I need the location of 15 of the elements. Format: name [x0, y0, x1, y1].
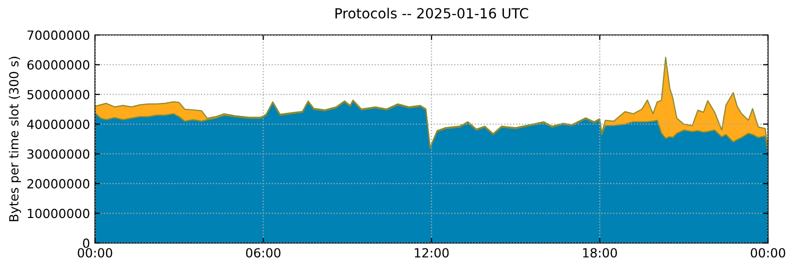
x-tick-label: 12:00 [414, 248, 449, 258]
y-tick-label: 30000000 [27, 149, 90, 159]
x-tick-label: 06:00 [246, 248, 280, 258]
y-tick-label: 10000000 [28, 208, 90, 218]
y-tick-label: 0 [83, 238, 90, 248]
x-tick-label: 00:00 [78, 248, 112, 258]
x-tick-label: 18:00 [583, 248, 617, 258]
y-axis-title: Bytes per time slot (300 s) [8, 56, 21, 222]
y-tick-label: 50000000 [27, 90, 90, 100]
y-tick-label: 60000000 [27, 60, 90, 70]
chart-title: Protocols -- 2025-01-16 UTC [336, 8, 528, 19]
y-tick-label: 20000000 [27, 179, 90, 188]
x-tick-label: 00:00 [750, 248, 786, 258]
y-tick-label: 40000000 [27, 120, 90, 130]
y-tick-label: 70000000 [28, 30, 90, 40]
